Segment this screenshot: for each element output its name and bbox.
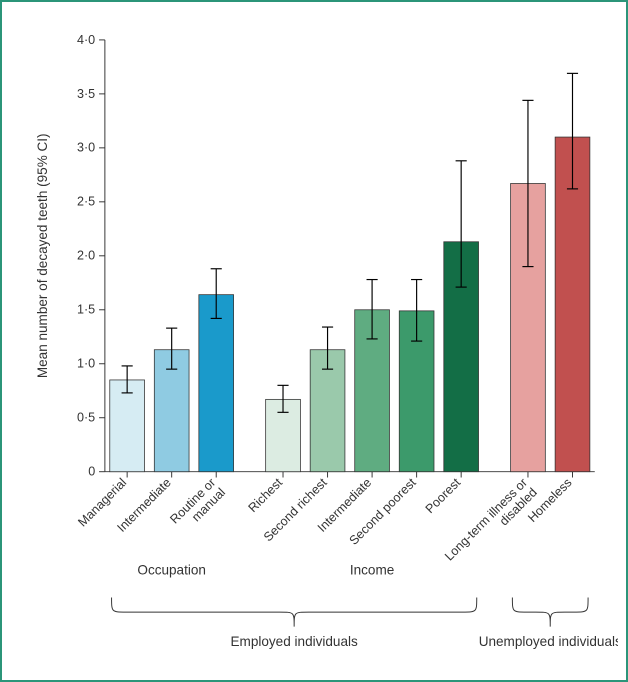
y-tick-label: 3·5 bbox=[77, 87, 95, 101]
chart-frame: 0 0·5 1·0 1·5 2·0 2·5 3·0 3·5 4·0 Mean number of … bbox=[0, 0, 628, 682]
group-label: Income bbox=[350, 562, 394, 577]
y-tick-label: 1·0 bbox=[77, 357, 95, 371]
bar bbox=[110, 380, 145, 472]
category-label: Poorest bbox=[423, 475, 464, 516]
y-tick-label: 0 bbox=[88, 465, 95, 479]
y-tick-label: 2·5 bbox=[77, 195, 95, 209]
category-label: Richest bbox=[246, 475, 286, 515]
category-label: Routine ormanual bbox=[167, 476, 228, 537]
brace-label: Unemployed individuals bbox=[479, 634, 618, 649]
y-tick-label: 2·0 bbox=[77, 249, 95, 263]
y-tick-label: 1·5 bbox=[77, 303, 95, 317]
chart-svg: 0 0·5 1·0 1·5 2·0 2·5 3·0 3·5 4·0 Mean number of … bbox=[10, 10, 618, 672]
brace bbox=[112, 598, 477, 627]
brace bbox=[512, 598, 588, 627]
y-axis-label: Mean number of decayed teeth (95% CI) bbox=[35, 133, 50, 378]
brace-label: Employed individuals bbox=[231, 634, 358, 649]
y-tick-label: 0·5 bbox=[77, 411, 95, 425]
y-tick-label: 3·0 bbox=[77, 141, 95, 155]
y-tick-label: 4·0 bbox=[77, 33, 95, 47]
bar bbox=[199, 295, 234, 472]
group-label: Occupation bbox=[137, 562, 206, 577]
